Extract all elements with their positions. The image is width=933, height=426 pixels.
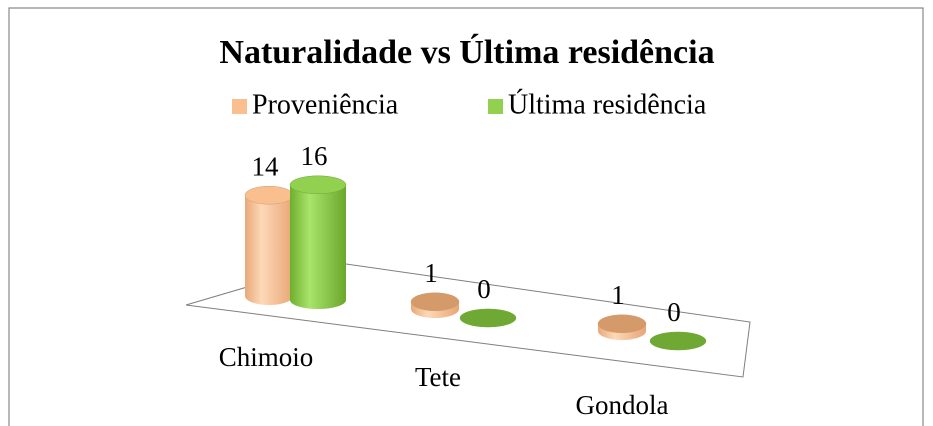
x-tick-label: Chimoio bbox=[219, 342, 314, 372]
bar bbox=[245, 195, 293, 305]
data-label: 0 bbox=[477, 274, 491, 304]
chart-title: Naturalidade vs Última residência bbox=[219, 33, 714, 71]
data-label: 14 bbox=[252, 151, 280, 181]
x-tick-label: Gondola bbox=[576, 390, 669, 420]
data-label: 0 bbox=[667, 297, 681, 327]
bar-top bbox=[410, 292, 460, 312]
bar bbox=[598, 323, 646, 340]
chart-frame bbox=[8, 7, 924, 426]
bar-top bbox=[597, 314, 647, 334]
legend-label: Proveniência bbox=[252, 89, 399, 120]
bar bbox=[290, 184, 346, 309]
bar-top bbox=[649, 331, 707, 351]
bar-top bbox=[244, 185, 294, 205]
legend-swatch bbox=[232, 99, 247, 114]
bar-top bbox=[459, 308, 517, 328]
data-label: 16 bbox=[301, 141, 328, 171]
legend-label: Última residência bbox=[508, 89, 707, 120]
bar bbox=[411, 301, 459, 318]
bar-top bbox=[289, 175, 347, 195]
data-label: 1 bbox=[611, 280, 625, 310]
legend-swatch bbox=[488, 99, 503, 114]
data-label: 1 bbox=[424, 258, 438, 288]
x-tick-label: Tete bbox=[415, 362, 461, 392]
